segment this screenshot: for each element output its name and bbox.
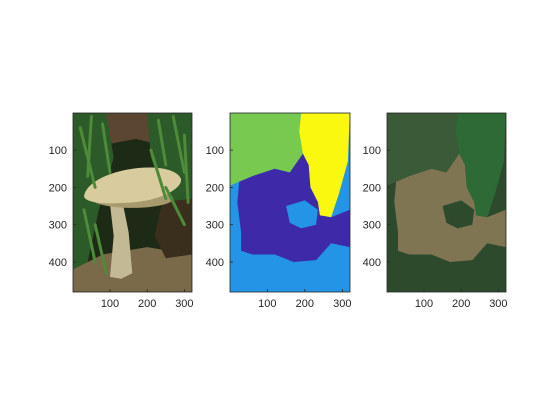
- cluster-region-lightblue-swirl: [286, 200, 318, 229]
- y-tick-label: 100: [363, 145, 381, 157]
- moss-frond: [93, 223, 108, 275]
- x-tick-label: 200: [296, 298, 314, 310]
- moss-frond: [156, 118, 168, 167]
- y-tick-label: 300: [206, 220, 224, 232]
- x-tick-label: 200: [138, 298, 156, 310]
- tick-group: 100 200 300 100 200 300 400: [206, 145, 352, 310]
- x-tick-label: 300: [333, 298, 351, 310]
- y-tick-label: 200: [206, 182, 224, 194]
- axes-frame: [386, 112, 507, 293]
- tick-group: 100 200 300 100 200 300 400: [363, 145, 508, 310]
- x-tick-label: 200: [452, 298, 470, 310]
- photo-moss-right: [147, 113, 192, 225]
- moss-frond: [149, 148, 168, 201]
- mean-color-image: [387, 113, 506, 292]
- cluster-region-green: [230, 113, 303, 186]
- mushroom-cap: [83, 167, 182, 204]
- axes-frame: [229, 112, 351, 293]
- cluster-region-green: [387, 113, 460, 186]
- y-tick-label: 400: [49, 257, 67, 269]
- label-map-image: [230, 113, 350, 292]
- y-tick-label: 200: [49, 182, 67, 194]
- axes-mean-color-map: 100 200 300 100 200 300 400: [363, 112, 508, 310]
- y-tick-label: 400: [363, 257, 381, 269]
- x-tick-label: 100: [258, 298, 276, 310]
- y-tick-label: 200: [363, 182, 381, 194]
- tick-group: 100 200 300 100 200 300 400: [49, 145, 194, 310]
- photo-litter-right: [154, 198, 192, 259]
- axes-frame: [72, 112, 193, 293]
- x-tick-label: 300: [175, 298, 193, 310]
- moss-frond: [101, 122, 112, 174]
- y-tick-label: 100: [49, 145, 67, 157]
- moss-fronds: [78, 115, 190, 275]
- moss-frond: [182, 133, 190, 204]
- cluster-region-yellow: [455, 113, 506, 218]
- photo-image: [73, 113, 192, 292]
- y-tick-label: 300: [363, 220, 381, 232]
- moss-frond: [171, 115, 186, 174]
- y-tick-label: 100: [206, 145, 224, 157]
- axes-label-map: 100 200 300 100 200 300 400: [206, 112, 352, 310]
- moss-frond: [164, 185, 186, 227]
- x-tick-label: 300: [489, 298, 507, 310]
- moss-frond: [82, 208, 97, 264]
- y-tick-label: 300: [49, 220, 67, 232]
- axes-photo: 100 200 300 100 200 300 400: [49, 112, 194, 310]
- photo-moss-left: [73, 113, 114, 292]
- cluster-region-lightblue-swirl: [442, 200, 475, 229]
- cluster-region-yellow: [299, 113, 350, 218]
- mushroom-stem: [110, 204, 133, 279]
- y-tick-label: 400: [206, 257, 224, 269]
- x-tick-label: 100: [415, 298, 433, 310]
- moss-frond: [86, 115, 93, 178]
- x-tick-label: 100: [101, 298, 119, 310]
